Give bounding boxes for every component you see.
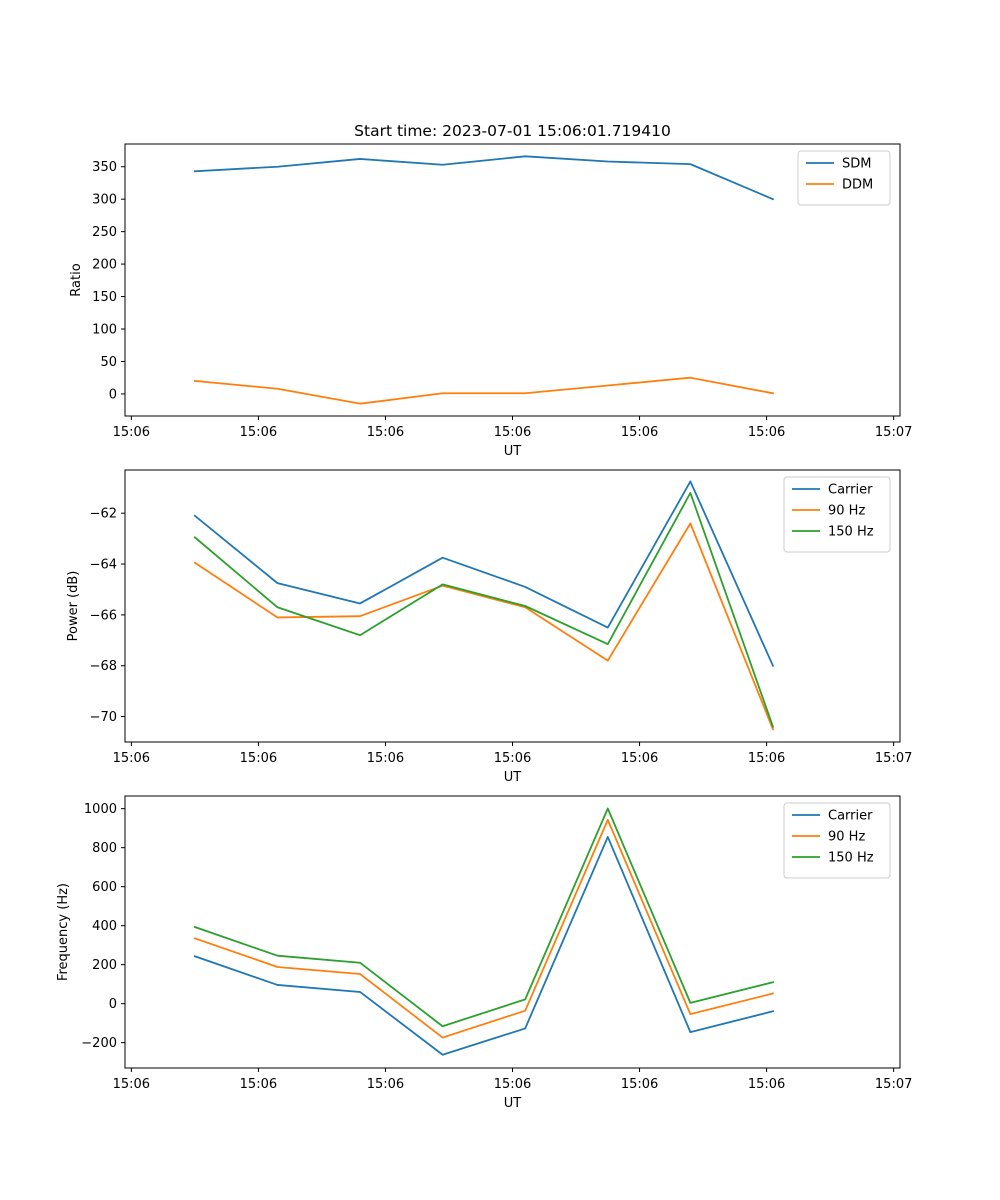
ratio-x-tick-label: 15:06: [748, 425, 785, 440]
frequency-x-tick-label: 15:06: [367, 1077, 404, 1092]
power-legend-label-90-hz: 90 Hz: [828, 504, 865, 519]
power-x-tick-label: 15:06: [494, 751, 531, 766]
frequency-x-tick-label: 15:06: [494, 1077, 531, 1092]
ratio-y-tick-label: 50: [100, 355, 117, 370]
ratio-series-line-sdm: [193, 155, 775, 201]
ratio-y-axis-label: Ratio: [69, 263, 84, 296]
panel-frequency: 15:06 15:06 15:06 15:06 15:06 15:06 15:07 −200 0…: [56, 795, 912, 1111]
frequency-y-tick-label: 800: [92, 841, 117, 856]
power-y-tick-label: −70: [90, 710, 117, 725]
panel-power: 15:06 15:06 15:06 15:06 15:06 15:06 15:07 −70 −6…: [66, 469, 912, 785]
power-y-tick-label: −64: [90, 558, 117, 573]
ratio-x-tick-label: 15:06: [240, 425, 277, 440]
power-y-axis-label: Power (dB): [66, 571, 81, 642]
frequency-y-tick-label: 600: [92, 880, 117, 895]
power-x-tick-label: 15:06: [113, 751, 150, 766]
frequency-legend: Carrier 90 Hz 150 Hz: [783, 802, 891, 879]
frequency-legend-label-150-hz: 150 Hz: [828, 851, 874, 866]
ratio-y-tick-label: 0: [109, 387, 117, 402]
power-y-tick-label: −68: [90, 659, 117, 674]
ratio-y-tick-label: 200: [92, 258, 117, 273]
power-x-tick-label: 15:06: [621, 751, 658, 766]
ratio-x-tick-label: 15:06: [494, 425, 531, 440]
ratio-series-line-ddm: [193, 376, 775, 405]
power-x-axis-label: UT: [504, 770, 522, 785]
power-legend-box: [783, 476, 891, 553]
frequency-x-tick-label: 15:06: [748, 1077, 785, 1092]
power-legend-label-150-hz: 150 Hz: [828, 525, 874, 540]
frequency-y-tick-label: 400: [92, 919, 117, 934]
ratio-legend-label-ddm: DDM: [842, 178, 873, 193]
frequency-x-tick-label: 15:06: [621, 1077, 658, 1092]
power-legend-label-carrier: Carrier: [828, 483, 873, 498]
power-x-tick-label: 15:07: [875, 751, 912, 766]
power-y-tick-label: −66: [90, 608, 117, 623]
ratio-x-tick-label: 15:06: [113, 425, 150, 440]
panel-ratio: 15:06 15:06 15:06 15:06 15:06 15:06 15:07 0 50 10…: [69, 143, 912, 459]
power-x-tick-label: 15:06: [748, 751, 785, 766]
power-series-line-150-hz: [193, 491, 775, 728]
chart-title: Start time: 2023-07-01 15:06:01.719410: [354, 122, 671, 140]
frequency-y-tick-label: 0: [109, 997, 117, 1012]
ratio-y-tick-label: 100: [92, 323, 117, 338]
frequency-x-axis-label: UT: [504, 1096, 522, 1111]
frequency-x-tick-label: 15:06: [240, 1077, 277, 1092]
frequency-y-tick-label: 200: [92, 958, 117, 973]
power-x-tick-label: 15:06: [240, 751, 277, 766]
ratio-y-tick-label: 300: [92, 193, 117, 208]
frequency-y-tick-label: 1000: [84, 802, 117, 817]
ratio-y-tick-label: 250: [92, 225, 117, 240]
frequency-legend-label-carrier: Carrier: [828, 809, 873, 824]
frequency-x-tick-label: 15:06: [113, 1077, 150, 1092]
ratio-y-tick-label: 350: [92, 160, 117, 175]
power-y-tick-label: −62: [90, 507, 117, 522]
frequency-y-axis-label: Frequency (Hz): [56, 883, 71, 981]
frequency-legend-label-90-hz: 90 Hz: [828, 830, 865, 845]
ratio-y-tick-label: 150: [92, 290, 117, 305]
ratio-x-tick-label: 15:06: [367, 425, 404, 440]
power-x-tick-label: 15:06: [367, 751, 404, 766]
ratio-legend-label-sdm: SDM: [842, 157, 871, 172]
ratio-x-tick-label: 15:06: [621, 425, 658, 440]
ratio-x-tick-label: 15:07: [875, 425, 912, 440]
ratio-legend-box: [797, 150, 891, 206]
power-series-line-carrier: [193, 480, 775, 667]
frequency-series-line-150-hz: [193, 807, 775, 1028]
frequency-y-tick-label: −200: [81, 1036, 117, 1051]
frequency-legend-box: [783, 802, 891, 879]
frequency-series-line-carrier: [193, 836, 775, 1056]
frequency-x-tick-label: 15:07: [875, 1077, 912, 1092]
frequency-series-line-90-hz: [193, 818, 775, 1039]
power-legend: Carrier 90 Hz 150 Hz: [783, 476, 891, 553]
ratio-legend: SDM DDM: [797, 150, 891, 206]
ratio-x-axis-label: UT: [504, 444, 522, 459]
power-series-line-90-hz: [193, 522, 775, 731]
